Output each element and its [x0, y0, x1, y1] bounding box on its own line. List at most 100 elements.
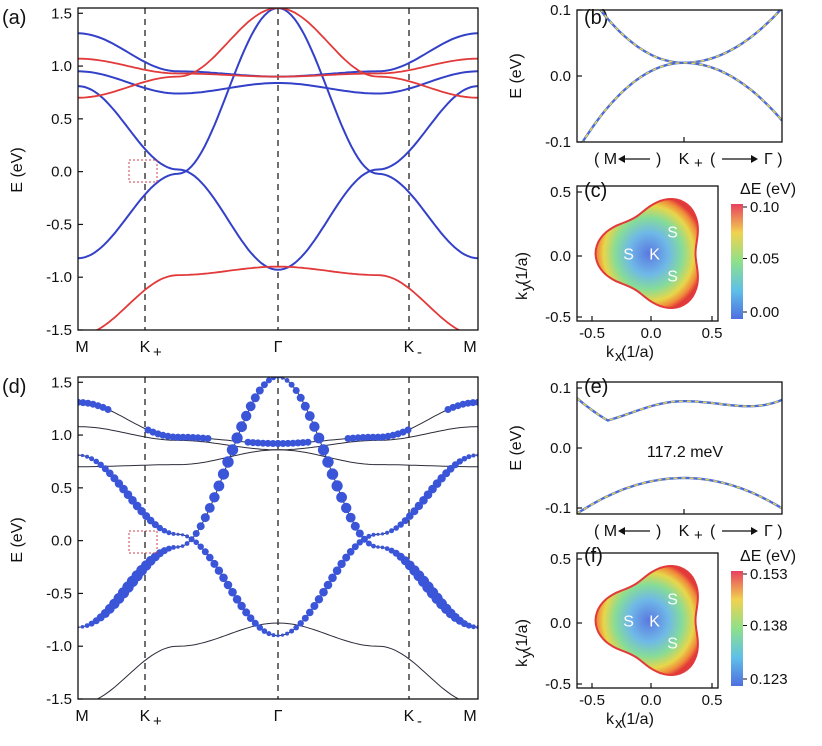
panel-f-colorbar	[731, 571, 743, 686]
panel-d-weight-dot	[171, 531, 176, 536]
panel-d-weight-dot	[85, 454, 90, 459]
panel-d-weight-dot	[84, 623, 90, 628]
panel-d-weight-dot	[471, 624, 476, 630]
panel-a-ytick-label-5: -1.0	[46, 269, 72, 286]
panel-d-weight-dot	[93, 458, 99, 465]
panel-d-weight-dot	[293, 624, 300, 631]
panel-d-weight-dot	[204, 503, 215, 513]
panel-d-weight-dot	[461, 455, 468, 462]
panel-d-weight-dot	[245, 401, 256, 412]
panel-d-weight-dot	[223, 580, 233, 590]
panel-d-weight-dot	[269, 440, 277, 447]
panel-b-right-arrowhead	[751, 155, 758, 163]
panel-d-weight-dot	[397, 521, 404, 528]
panel-d-ylabel: E (eV)	[9, 517, 26, 562]
panel-d-band-2	[78, 449, 478, 468]
panel-d-weight-dot	[256, 624, 263, 631]
panel-d-zoom-box	[128, 530, 158, 554]
panel-d-weight-dot	[184, 433, 192, 441]
panel-f-ytick-label-2: -0.5	[545, 676, 571, 693]
panel-d-weight-dot	[192, 530, 200, 537]
panel-a-blue-band-1	[78, 70, 478, 95]
panel-d-weight-dot	[265, 377, 272, 384]
panel-a: (a) M K + Γ K - M1.51.00.50.0-0.5-1.0-1.5 E (e…	[2, 5, 479, 361]
panel-a-red-band-2	[95, 265, 461, 330]
panel-d-weight-dot	[266, 631, 272, 637]
panel-d-weight-dot	[231, 432, 243, 444]
panel-d-weight-dot	[465, 622, 472, 629]
panel-d-frame	[77, 376, 479, 700]
panel-d-weight-dot	[226, 444, 239, 456]
panel-d-weight-dot	[469, 399, 477, 407]
panel-d-ytick-label-4: -0.5	[46, 585, 72, 602]
panel-d-weight-dot	[193, 539, 199, 546]
panel-c-colorbar-label-1: 0.05	[750, 251, 779, 268]
panel-a-kpoint-label-1: K	[140, 339, 151, 356]
panel-c-ytick-label-0: 0.5	[550, 184, 571, 201]
panel-c-colorbar-label-0: 0.10	[750, 199, 779, 216]
panel-e-xlabel-1: )	[656, 523, 661, 540]
panel-d-weight-dot	[451, 461, 459, 469]
panel-e-gap-annotation: 117.2 meV	[647, 444, 724, 461]
panel-d-kpoint-label-1: K	[140, 708, 151, 725]
panel-d-label: (d)	[2, 376, 26, 398]
panel-d-kpoint-label-0: M	[75, 708, 88, 725]
panel-d-weight-dot	[254, 439, 262, 447]
panel-d-weight-dot	[359, 434, 367, 441]
panel-a-red-band-0	[78, 57, 478, 78]
panel-a-ytick-label-6: -1.5	[46, 322, 72, 339]
panel-d-kpoint-sub-3: -	[417, 713, 422, 730]
panel-e-xlabel-4: (	[710, 523, 716, 540]
panel-e-xlabel-0: ( M	[594, 523, 617, 540]
panel-d-weight-dot	[89, 456, 95, 462]
panel-d-weight-dot	[251, 619, 259, 627]
panel-f-xlabel-unit: (1/a)	[621, 711, 654, 728]
panel-d-weight-dot	[471, 453, 476, 458]
panel-a-label: (a)	[2, 7, 26, 29]
panel-d-weight-dot	[354, 434, 362, 442]
panel-d-weight-dot	[474, 398, 478, 406]
panel-d-weight-dot	[189, 434, 197, 441]
panel-d-weight-dot	[337, 559, 346, 569]
panel-b-left-arrowhead	[618, 155, 625, 163]
panel-d-ytick-label-5: -1.0	[46, 638, 72, 655]
panel-b-xlabel-5: Γ )	[764, 151, 783, 168]
panel-d-weight-dot	[456, 458, 463, 465]
panel-d-weight-dot	[261, 628, 268, 634]
panel-d-weight-dot	[401, 517, 409, 525]
panel-e-label: (e)	[584, 376, 608, 398]
panel-d-weight-dot	[184, 541, 190, 546]
panel-a-ytick-label-2: 0.5	[51, 111, 72, 128]
panel-d-weight-dot	[406, 512, 414, 520]
panel-a-kpoint-sub-3: -	[417, 344, 422, 361]
panel-d-weight-dot	[319, 587, 328, 597]
panel-d-weight-dot	[288, 381, 295, 388]
panel-f-point-2: S	[667, 592, 678, 609]
panel-d-weight-dot	[176, 545, 180, 549]
panel-d-weight-dot	[466, 454, 472, 460]
panel-e-curve-overlay-1	[577, 477, 782, 514]
panel-f-xtick-label-2: 0.5	[702, 692, 723, 709]
panel-d-weight-dot	[161, 527, 168, 534]
panel-b-ytick-label-2: -0.1	[545, 134, 571, 151]
panel-d-weight-dot	[232, 595, 242, 604]
panel-d-weight-dot	[271, 633, 276, 638]
panel-d-weight-dot	[292, 387, 300, 394]
panel-e-xlabel-5: Γ )	[764, 523, 783, 540]
panel-e-right-arrowhead	[751, 527, 758, 535]
panel-f-colorbar-label-0: 0.153	[750, 566, 788, 583]
panel-d-weight-dot	[301, 614, 309, 622]
panel-c-ylabel-group: ky (1/a)	[514, 252, 535, 300]
panel-d-weight-dot	[169, 433, 177, 441]
panel-c-point-1: K	[649, 247, 660, 264]
panel-a-blue-band-3	[78, 8, 478, 260]
panel-d-weight-dot	[310, 602, 319, 610]
panel-d-weight-dot	[360, 535, 368, 543]
panel-d-weight-dot	[364, 433, 372, 441]
panel-c-ytick-label-1: 0.0	[550, 248, 571, 265]
panel-d-weight-dot	[271, 377, 276, 381]
panel-d-weight-dot	[414, 501, 424, 511]
panel-d-weight-dot	[384, 546, 390, 551]
panel-b-xlabel-4: (	[710, 151, 716, 168]
panel-c-xlabel: k	[606, 344, 615, 361]
